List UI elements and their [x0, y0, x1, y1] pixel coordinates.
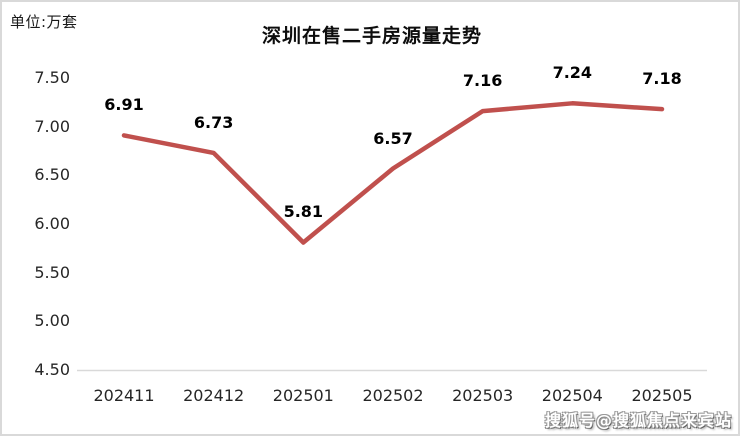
y-tick-label: 4.50 [34, 360, 70, 379]
x-tick-label: 202411 [93, 386, 155, 405]
data-point-label: 7.18 [642, 69, 682, 89]
data-point-label: 6.91 [104, 95, 144, 115]
data-point-label: 7.16 [462, 71, 503, 91]
chart-title: 深圳在售二手房源量走势 [261, 25, 482, 47]
x-tick-label: 202505 [631, 386, 693, 405]
x-tick-label: 202501 [272, 386, 334, 405]
y-tick-label: 7.00 [34, 116, 70, 136]
y-tick-label: 5.50 [34, 262, 70, 282]
series-line [121, 101, 665, 245]
y-tick-label: 5.00 [34, 311, 70, 331]
y-tick-label: 6.00 [34, 214, 70, 233]
data-point-label: 5.81 [283, 202, 324, 222]
watermark: 搜狐号@搜狐焦点来宾站 [544, 411, 732, 430]
x-tick-label: 202502 [362, 386, 424, 405]
data-point-label: 7.24 [552, 63, 593, 83]
x-tick-label: 202412 [183, 386, 245, 405]
y-tick-label: 7.50 [34, 68, 70, 87]
x-tick-label: 202504 [541, 386, 603, 405]
unit-label: 单位:万套 [10, 13, 78, 31]
data-point-label: 6.57 [373, 128, 413, 148]
y-tick-label: 6.50 [34, 165, 70, 185]
x-tick-label: 202503 [452, 386, 514, 405]
data-point-label: 6.73 [193, 112, 234, 132]
